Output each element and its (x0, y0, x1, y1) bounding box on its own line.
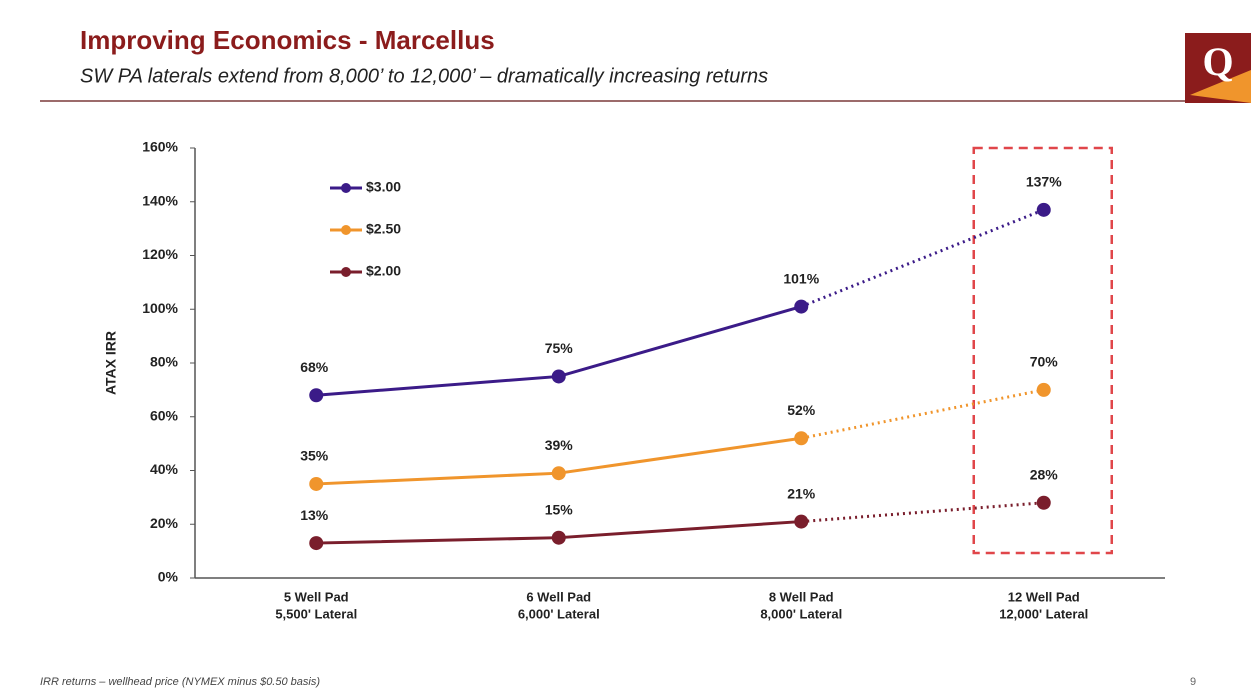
y-tick-label: 40% (150, 461, 179, 477)
x-tick-label: 8,000' Lateral (760, 606, 842, 621)
x-tick-label: 5,500' Lateral (275, 606, 357, 621)
marker (551, 369, 566, 384)
slide-title: Improving Economics - Marcellus (80, 25, 495, 55)
x-tick-label: 6,000' Lateral (518, 606, 600, 621)
highlight-box (972, 146, 1113, 555)
y-axis-title: ATAX IRR (103, 331, 119, 395)
legend-label: $2.50 (366, 221, 401, 237)
legend-label: $2.00 (366, 263, 401, 279)
series-line-dotted (801, 501, 1044, 524)
y-tick-label: 60% (150, 407, 179, 423)
x-tick-label: 6 Well Pad (526, 589, 591, 604)
legend-label: $3.00 (366, 179, 401, 195)
series-line-dotted (800, 388, 1045, 440)
legend-marker (341, 183, 351, 193)
marker (794, 514, 809, 529)
page-number: 9 (1190, 676, 1196, 688)
value-label: 75% (545, 340, 574, 356)
value-label: 13% (300, 507, 329, 523)
value-label: 52% (787, 402, 816, 418)
marker (309, 388, 324, 403)
x-tick-label: 12 Well Pad (1008, 589, 1080, 604)
y-tick-label: 120% (142, 246, 178, 262)
value-label: 21% (787, 485, 816, 501)
slide-subtitle: SW PA laterals extend from 8,000’ to 12,… (80, 65, 768, 87)
x-tick-label: 12,000' Lateral (999, 606, 1088, 621)
marker (794, 431, 809, 446)
marker (551, 530, 566, 545)
marker (1036, 495, 1051, 510)
y-tick-label: 0% (158, 569, 179, 585)
value-label: 28% (1030, 466, 1059, 482)
x-tick-label: 8 Well Pad (769, 589, 834, 604)
value-label: 137% (1026, 174, 1062, 190)
value-label: 15% (545, 501, 574, 517)
y-tick-label: 80% (150, 354, 179, 370)
logo-letter: Q (1202, 39, 1233, 84)
value-label: 101% (783, 270, 819, 286)
value-label: 68% (300, 359, 329, 375)
legend-marker (341, 267, 351, 277)
marker (1036, 382, 1051, 397)
y-tick-label: 160% (142, 139, 178, 155)
marker (1036, 202, 1051, 217)
marker (309, 536, 324, 551)
y-tick-label: 100% (142, 300, 178, 316)
marker (551, 466, 566, 481)
marker (309, 476, 324, 491)
legend-marker (341, 225, 351, 235)
value-label: 70% (1030, 354, 1059, 370)
value-label: 35% (300, 448, 329, 464)
y-tick-label: 20% (150, 515, 179, 531)
value-label: 39% (545, 437, 574, 453)
y-tick-label: 140% (142, 192, 178, 208)
footnote: IRR returns – wellhead price (NYMEX minu… (40, 676, 320, 688)
logo-accent (1190, 70, 1251, 103)
marker (794, 299, 809, 314)
x-tick-label: 5 Well Pad (284, 589, 349, 604)
series-line-dotted (800, 208, 1045, 308)
